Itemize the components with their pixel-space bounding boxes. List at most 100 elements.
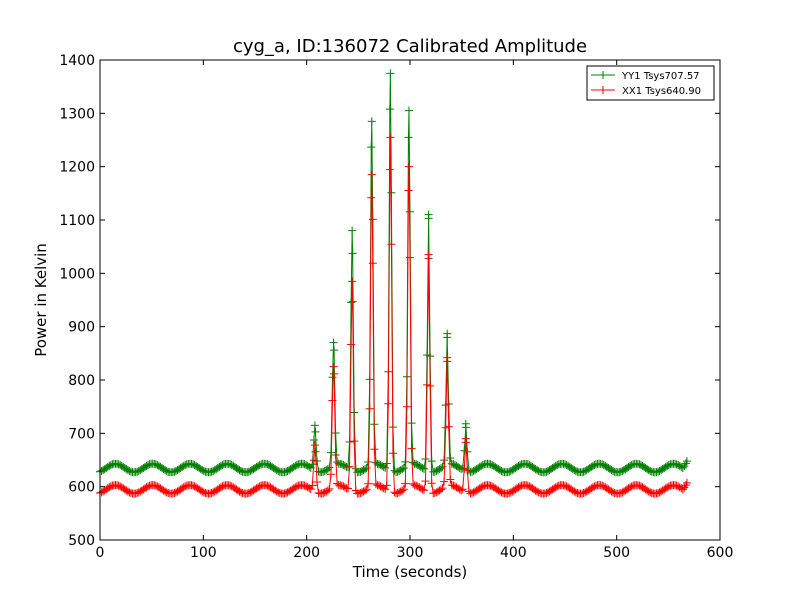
data-point	[348, 277, 357, 286]
x-tick-label: 100	[190, 545, 217, 561]
data-point	[325, 463, 334, 472]
data-point	[330, 346, 339, 355]
data-point	[458, 464, 467, 473]
legend-label-yy1: YY1 Tsys707.57	[621, 71, 700, 82]
data-point	[362, 463, 371, 472]
data-point	[329, 362, 338, 371]
data-point	[461, 434, 470, 443]
data-point	[387, 240, 396, 249]
data-point	[682, 457, 691, 466]
data-point	[404, 133, 413, 142]
data-point	[311, 427, 320, 436]
data-point	[419, 486, 428, 495]
y-tick-label: 500	[68, 533, 95, 549]
x-tick-label: 600	[707, 545, 734, 561]
data-point	[323, 465, 332, 474]
data-point	[367, 117, 376, 126]
data-point	[457, 486, 466, 495]
data-point	[385, 105, 394, 114]
data-point	[364, 479, 373, 488]
data-point	[438, 484, 447, 493]
data-point	[361, 465, 370, 474]
data-point	[386, 133, 395, 142]
data-point	[424, 250, 433, 259]
data-point	[443, 357, 452, 366]
data-point	[437, 464, 445, 472]
y-tick-label: 800	[68, 373, 95, 389]
data-point	[385, 165, 394, 174]
data-point	[682, 478, 691, 487]
data-point	[367, 143, 376, 152]
data-point	[426, 382, 435, 391]
series-markers	[96, 133, 691, 498]
data-point	[461, 419, 470, 428]
data-point	[362, 485, 371, 494]
data-point	[398, 486, 407, 495]
data-point	[310, 421, 319, 430]
data-point	[365, 404, 374, 413]
data-point	[444, 422, 453, 431]
data-point	[419, 464, 428, 473]
data-point	[446, 475, 455, 484]
data-point	[306, 485, 315, 494]
data-point	[399, 485, 408, 494]
data-point	[681, 481, 690, 490]
data-point	[388, 449, 397, 458]
data-point	[678, 485, 687, 494]
data-point	[440, 477, 449, 486]
data-point	[344, 484, 352, 493]
data-point	[404, 106, 413, 115]
data-point	[347, 298, 356, 307]
data-point	[367, 170, 376, 179]
y-tick-label: 1100	[59, 213, 95, 229]
data-point	[348, 297, 357, 306]
x-tick-label: 200	[293, 545, 320, 561]
data-point	[348, 249, 357, 258]
y-tick-label: 1200	[59, 160, 95, 176]
data-point	[367, 193, 376, 202]
x-axis-label: Time (seconds)	[352, 563, 468, 581]
series-xx1	[96, 133, 691, 498]
series-layer	[96, 69, 691, 498]
x-tick-label: 400	[500, 545, 527, 561]
ticks-layer: 0 100 200 300 400 500 600 500 600 700 800 900 1000 11…	[59, 53, 733, 561]
data-point	[421, 477, 430, 486]
data-point	[437, 485, 445, 494]
data-point	[384, 399, 393, 408]
data-point	[350, 437, 359, 446]
data-point	[418, 485, 427, 494]
data-point	[440, 456, 449, 465]
y-tick-label: 900	[68, 320, 95, 336]
data-point	[678, 464, 687, 472]
y-tick-label: 1000	[59, 266, 95, 282]
data-point	[308, 460, 317, 469]
data-point	[361, 486, 370, 495]
data-point	[382, 481, 391, 490]
data-point	[308, 481, 317, 490]
data-point	[463, 466, 472, 475]
data-point	[381, 485, 390, 494]
data-point	[404, 186, 413, 195]
legend-box	[586, 65, 715, 101]
data-point	[309, 435, 318, 444]
data-point	[443, 333, 452, 342]
data-point	[402, 402, 411, 411]
data-point	[328, 373, 337, 382]
legend: YY1 Tsys707.57 XX1 Tsys640.90	[586, 65, 715, 101]
data-point	[331, 451, 340, 460]
data-point	[399, 463, 408, 472]
data-point	[370, 445, 379, 454]
data-point	[424, 210, 433, 219]
data-point	[368, 259, 377, 268]
data-point	[313, 477, 321, 486]
data-point	[463, 447, 472, 456]
data-point	[401, 479, 410, 488]
data-point	[398, 465, 407, 474]
data-point	[323, 486, 332, 495]
y-tick-label: 1400	[59, 53, 95, 69]
data-point	[381, 463, 390, 472]
data-point	[458, 485, 467, 494]
chart-title: cyg_a, ID:136072 Calibrated Amplitude	[233, 36, 587, 57]
data-point	[418, 464, 427, 472]
